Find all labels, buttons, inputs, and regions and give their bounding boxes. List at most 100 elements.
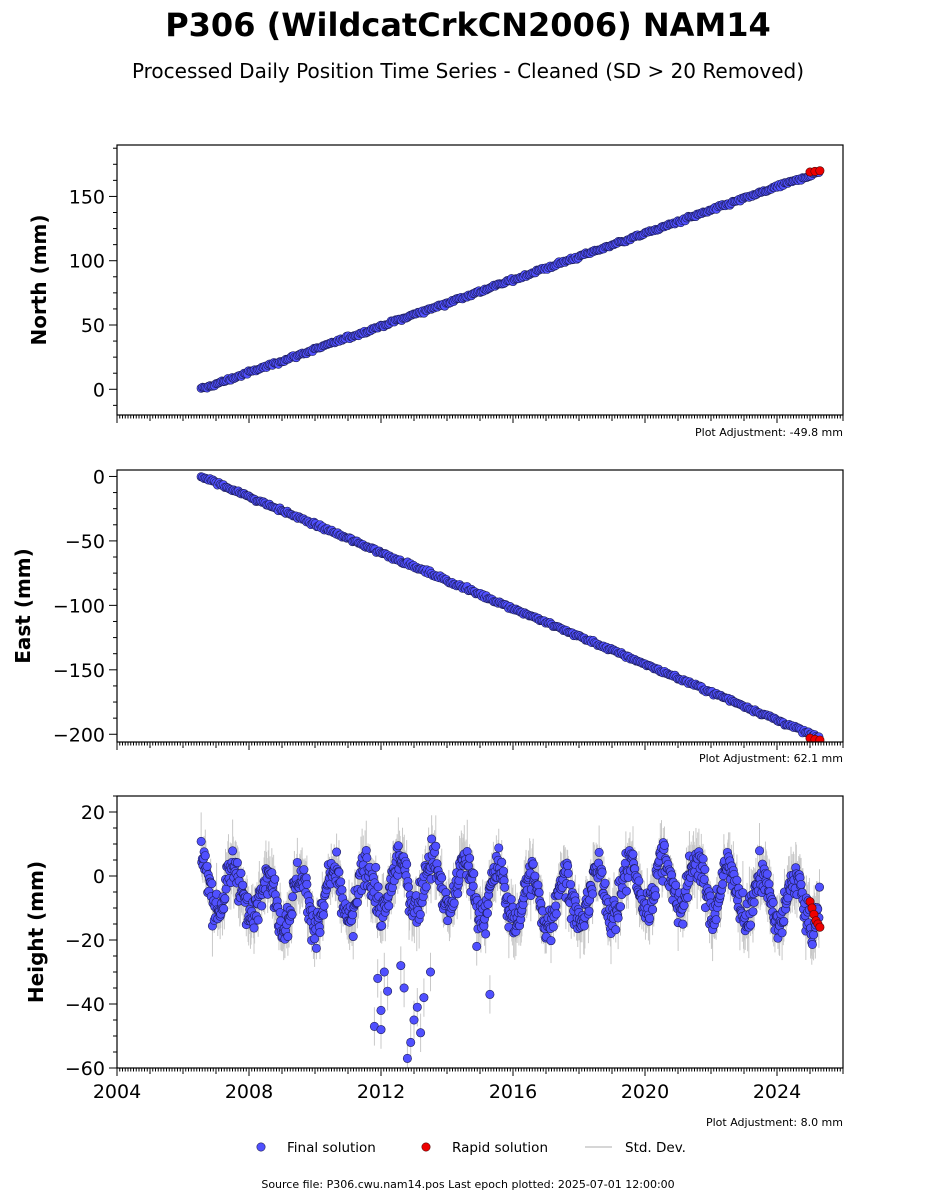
final-point-outlier (409, 1015, 419, 1025)
legend: Final solution Rapid solution Std. Dev. (256, 1140, 686, 1156)
panel-east: 0 −50 −100 −150 −200 East (mm) Plot Adjustment… (11, 466, 844, 765)
legend-rapid-marker (421, 1142, 431, 1152)
final-point-outlier (419, 993, 429, 1003)
final-point (748, 907, 758, 917)
final-point (288, 892, 298, 902)
final-point (779, 916, 789, 926)
chart-subtitle: Processed Daily Position Time Series - C… (132, 59, 804, 83)
final-point (311, 943, 321, 953)
final-point (238, 880, 248, 890)
final-point-outlier (399, 983, 409, 993)
final-point (764, 879, 774, 889)
plot-area-east (196, 472, 825, 742)
final-point-outlier (376, 1025, 386, 1035)
final-point (528, 859, 538, 869)
final-point (299, 865, 309, 875)
final-point (482, 908, 492, 918)
final-point (302, 879, 312, 889)
y-axis-label-height: Height (mm) (24, 861, 48, 1003)
final-point (310, 934, 320, 944)
final-point (253, 915, 263, 925)
final-point (283, 932, 293, 942)
final-point (403, 882, 413, 892)
final-point (659, 840, 669, 850)
final-point (611, 925, 621, 935)
final-point (634, 876, 644, 886)
x-tick-label: 2024 (753, 1081, 801, 1103)
final-point (500, 882, 510, 892)
final-point (738, 888, 748, 898)
y-tick-label: 0 (93, 866, 105, 888)
final-point (287, 909, 297, 919)
final-point (530, 871, 540, 881)
final-point (671, 880, 681, 890)
y-tick-label: 20 (81, 802, 105, 824)
final-point (506, 894, 516, 904)
final-point-outlier (485, 989, 495, 999)
final-point (292, 857, 302, 867)
x-tick-label: 2016 (489, 1081, 537, 1103)
final-point (483, 899, 493, 909)
rapid-point (815, 922, 825, 932)
final-point (698, 854, 708, 864)
final-point (628, 849, 638, 859)
final-point (678, 919, 688, 929)
final-point (443, 916, 453, 926)
y-tick-label: 0 (93, 379, 105, 401)
final-point (220, 894, 230, 904)
final-point (371, 862, 381, 872)
rapid-point (815, 735, 825, 742)
final-point (699, 874, 709, 884)
panel-height: 20 0 −20 −40 −60 Height (mm) Plot Adjustment: … (24, 795, 844, 1129)
final-point (796, 880, 806, 890)
final-point (377, 921, 387, 931)
final-point (336, 877, 346, 887)
final-point (362, 853, 372, 863)
final-point (749, 897, 759, 907)
final-point (232, 858, 242, 868)
plot-adjustment-height: Plot Adjustment: 8.0 mm (706, 1116, 843, 1129)
y-tick-label: −200 (53, 724, 105, 746)
final-point (393, 841, 403, 851)
final-point (548, 922, 558, 932)
final-point (196, 836, 206, 846)
final-point (431, 841, 441, 851)
x-tick-label: 2008 (225, 1081, 273, 1103)
legend-rapid-label: Rapid solution (452, 1140, 548, 1156)
panel-north: 0 50 100 150 North (mm) Plot Adjustment: -49.… (27, 144, 844, 439)
final-point (762, 869, 772, 879)
source-footer: Source file: P306.cwu.nam14.pos Last epo… (261, 1178, 674, 1191)
final-points-height (196, 834, 825, 1063)
final-point (202, 861, 212, 871)
final-point-outlier (376, 1005, 386, 1015)
y-axis-label-east: East (mm) (11, 548, 35, 664)
final-point (551, 901, 561, 911)
final-point (746, 920, 756, 930)
y-tick-label: −50 (65, 531, 105, 553)
plot-adjustment-east: Plot Adjustment: 62.1 mm (699, 752, 843, 765)
final-point (207, 879, 217, 889)
plot-adjustment-north: Plot Adjustment: -49.8 mm (695, 426, 843, 439)
x-tick-label: 2020 (621, 1081, 669, 1103)
final-point (807, 939, 817, 949)
legend-final-label: Final solution (287, 1140, 376, 1156)
final-point (815, 882, 825, 892)
rapid-points-north (805, 166, 825, 177)
y-tick-label: −60 (65, 1058, 105, 1080)
final-point (402, 859, 412, 869)
final-point-outlier (383, 986, 393, 996)
final-point (579, 921, 589, 931)
y-tick-label: 100 (69, 251, 105, 273)
final-point-outlier (396, 961, 406, 971)
final-point (494, 843, 504, 853)
final-point (469, 869, 479, 879)
y-tick-label: 50 (81, 315, 105, 337)
final-point (200, 851, 210, 861)
final-point-outlier (416, 1028, 426, 1038)
final-points-north (196, 167, 824, 393)
plot-area-height (196, 812, 825, 1068)
final-point (498, 866, 508, 876)
final-point (584, 906, 594, 916)
final-point (700, 865, 710, 875)
